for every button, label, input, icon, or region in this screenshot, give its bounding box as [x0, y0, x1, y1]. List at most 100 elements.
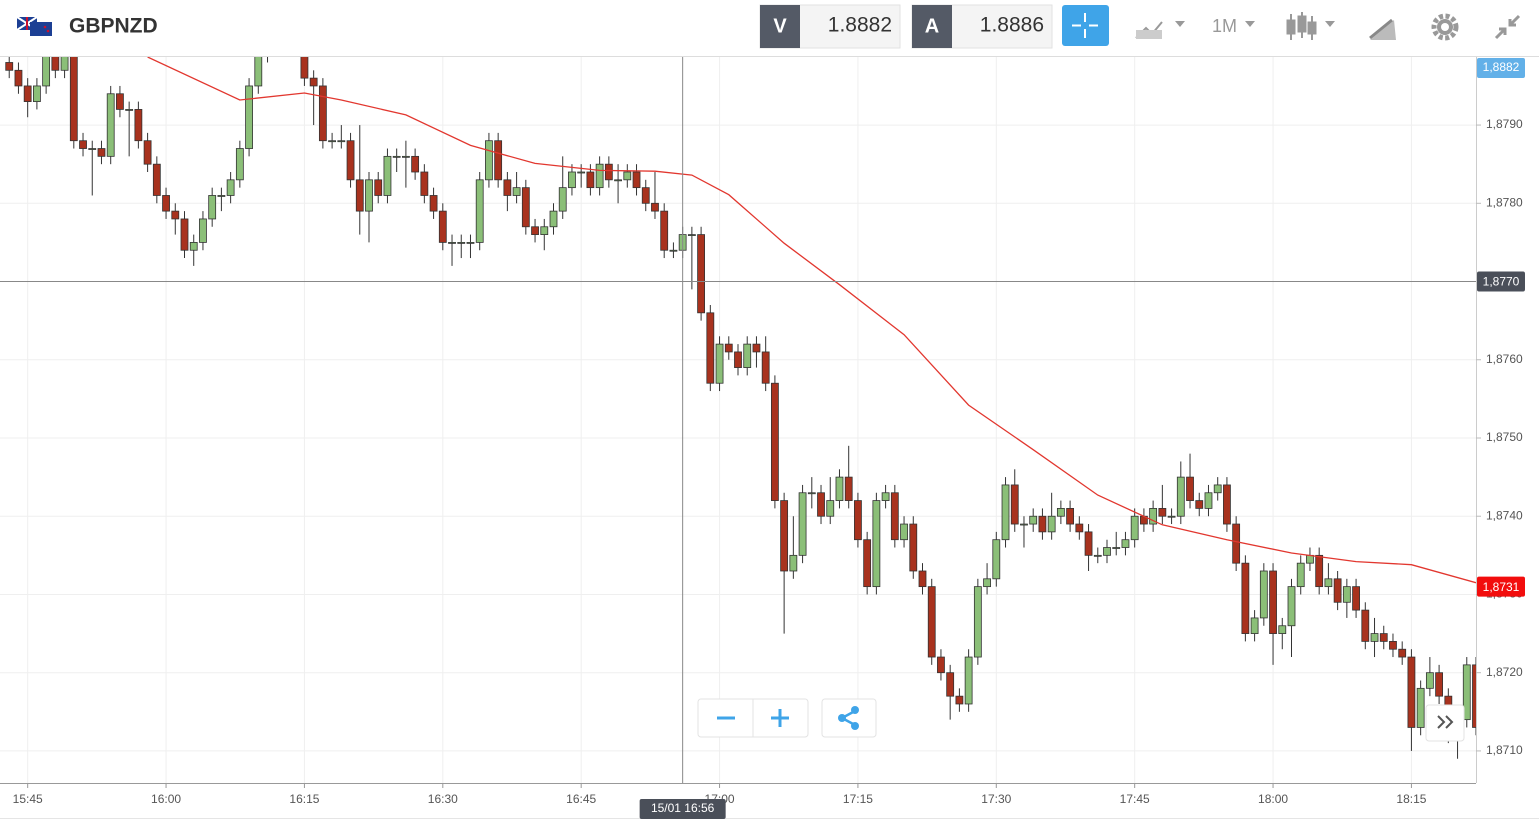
candle-body — [1370, 633, 1379, 642]
candle-body — [1278, 625, 1287, 634]
candle-body — [1435, 672, 1443, 697]
candle-body — [1296, 562, 1305, 588]
candle-body — [1038, 515, 1047, 533]
candle-body — [485, 140, 493, 181]
candle-body — [807, 492, 816, 495]
y-tick-label: 1,8760 — [1486, 352, 1523, 366]
candle-body — [1047, 515, 1056, 533]
x-tick-label: 16:15 — [289, 792, 319, 806]
candle-body — [1333, 578, 1342, 603]
candle-body — [817, 492, 825, 517]
crosshair-button[interactable] — [1062, 5, 1109, 46]
bid-badge — [760, 5, 800, 48]
candle-body — [60, 57, 69, 71]
x-tick-label: 17:30 — [981, 792, 1011, 806]
candle-type-button[interactable] — [1286, 12, 1335, 40]
candle-body — [438, 210, 447, 243]
symbol: GBPNZD — [69, 15, 158, 38]
candle-body — [1407, 656, 1416, 728]
settings-button[interactable] — [1431, 13, 1459, 41]
candle-body — [761, 351, 770, 384]
candle-body — [318, 85, 327, 142]
candle-body — [226, 179, 235, 196]
candle-body — [900, 523, 908, 541]
candle-body — [1324, 578, 1333, 588]
candle-body — [1342, 586, 1351, 603]
candle-body — [1213, 484, 1222, 494]
candle-body — [521, 187, 530, 228]
candle-body — [97, 148, 106, 157]
candle-body — [1167, 515, 1176, 518]
candle-body — [512, 187, 521, 196]
candle-body — [1241, 562, 1250, 634]
candle-body — [143, 140, 152, 165]
y-tick-label: 1,8780 — [1486, 195, 1523, 209]
candle-body — [5, 62, 14, 71]
share-button[interactable] — [838, 706, 859, 730]
candle-body — [162, 195, 170, 212]
candle-body — [687, 234, 696, 236]
candle-body — [208, 195, 217, 220]
candle-body — [457, 242, 466, 244]
candle-body — [1112, 547, 1121, 549]
candle-body — [355, 179, 364, 212]
crosshair-time-label: 15/01 16:56 — [651, 801, 715, 815]
candle-body — [171, 210, 180, 220]
candle-body — [1093, 554, 1102, 557]
moving-average-line — [147, 57, 1476, 584]
candle-body — [1066, 508, 1074, 525]
collapse-button[interactable] — [1494, 14, 1521, 40]
candle-body — [1029, 515, 1038, 525]
y-tick-label: 1,8740 — [1486, 508, 1523, 522]
candle-body — [697, 234, 705, 314]
candle-body — [1462, 664, 1471, 721]
candle-body — [125, 109, 134, 111]
x-tick-label: 17:15 — [843, 792, 873, 806]
candle-body — [1195, 500, 1204, 509]
candle-body — [152, 163, 161, 196]
candle-body — [1075, 523, 1084, 533]
x-tick-label: 18:00 — [1258, 792, 1288, 806]
candle-body — [641, 187, 650, 204]
overlay: 1,87901,87801,87601,87501,87401,87301,87… — [0, 57, 1525, 819]
y-tick-label: 1,8720 — [1486, 665, 1523, 679]
candle-body — [1287, 586, 1296, 627]
current-price-label: 1,8731 — [1483, 580, 1520, 594]
candle-body — [549, 210, 558, 228]
current-price-box — [1477, 576, 1525, 597]
candle-body — [798, 492, 807, 556]
drawing-tools-button[interactable] — [1369, 18, 1396, 40]
candle-body — [780, 500, 789, 572]
candle-body — [946, 672, 955, 697]
candle-body — [328, 140, 337, 143]
chart-type-button[interactable] — [1135, 21, 1185, 39]
candle-body — [752, 343, 761, 353]
candle-body — [1084, 531, 1093, 556]
candle-body — [503, 179, 512, 196]
candle-body — [973, 586, 982, 658]
scroll-right-button[interactable] — [1425, 704, 1465, 742]
candle-body — [844, 476, 853, 501]
zoom-in-button[interactable] — [771, 709, 789, 727]
candle-body — [383, 155, 392, 196]
crosshair-time-box — [639, 799, 726, 819]
y-tick-label: 1,8710 — [1486, 743, 1523, 757]
candle-body — [106, 93, 115, 157]
candle-body — [724, 343, 733, 353]
candle-body — [420, 171, 429, 196]
candle-body — [531, 226, 539, 235]
timeframe[interactable]: 1M — [1212, 16, 1237, 36]
candle-body — [1186, 476, 1194, 501]
candle-body — [14, 69, 23, 87]
candle-body — [909, 523, 918, 572]
candle-body — [180, 218, 189, 251]
flag-icon — [16, 16, 52, 36]
candle-body — [854, 500, 862, 541]
candle-body — [964, 656, 973, 705]
candle-body — [826, 500, 835, 517]
candle-body — [1223, 484, 1231, 525]
candle-body — [1204, 492, 1213, 509]
ask-price: 1.8886 — [980, 14, 1044, 37]
plot-area — [5, 57, 1476, 759]
candle-body — [448, 242, 456, 244]
